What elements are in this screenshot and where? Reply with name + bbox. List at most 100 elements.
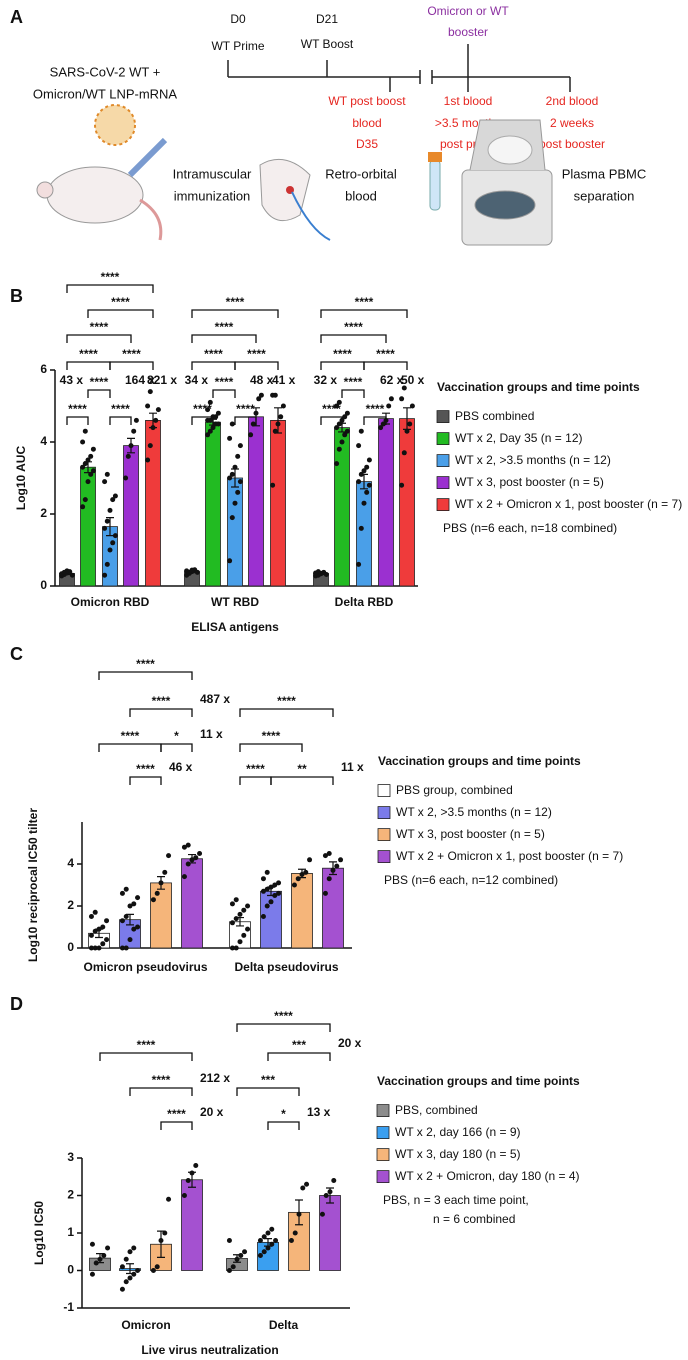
data-point bbox=[409, 403, 415, 409]
significance-label: **** bbox=[79, 347, 98, 361]
data-point bbox=[97, 1256, 103, 1262]
data-point bbox=[344, 428, 350, 434]
data-point bbox=[96, 945, 102, 951]
data-point bbox=[276, 880, 282, 886]
data-point bbox=[237, 479, 243, 485]
data-point bbox=[322, 890, 328, 896]
data-point bbox=[366, 457, 372, 463]
data-point bbox=[102, 572, 108, 578]
x-axis-label: Live virus neutralization bbox=[141, 1343, 278, 1357]
significance-bracket bbox=[341, 389, 365, 398]
step-label: separation bbox=[574, 188, 635, 203]
panel-label: D bbox=[10, 994, 23, 1014]
y-tick-label: -1 bbox=[63, 1300, 74, 1314]
data-point bbox=[92, 909, 98, 915]
data-point bbox=[145, 457, 151, 463]
significance-label: **** bbox=[344, 375, 363, 389]
data-point bbox=[123, 1279, 129, 1285]
significance-bracket bbox=[66, 284, 154, 293]
significance-bracket bbox=[99, 1052, 193, 1061]
bar bbox=[248, 416, 264, 587]
data-point bbox=[272, 882, 278, 888]
data-point bbox=[260, 914, 266, 919]
significance-bracket bbox=[129, 776, 162, 785]
data-point bbox=[388, 396, 394, 402]
data-point bbox=[96, 926, 102, 932]
data-point bbox=[135, 924, 141, 930]
data-point bbox=[278, 414, 284, 420]
data-point bbox=[229, 471, 235, 477]
data-point bbox=[234, 1256, 240, 1262]
data-point bbox=[256, 396, 262, 402]
data-point bbox=[85, 479, 91, 485]
bleed-label: post booster bbox=[539, 137, 605, 151]
fold-label: 13 x bbox=[307, 1105, 331, 1119]
data-point bbox=[80, 504, 86, 510]
data-point bbox=[334, 863, 340, 869]
bar bbox=[270, 419, 286, 587]
fold-label: 20 x bbox=[338, 1036, 362, 1050]
fold-label: 32 x bbox=[314, 373, 338, 387]
significance-label: **** bbox=[355, 295, 374, 309]
significance-label: **** bbox=[262, 729, 281, 743]
data-point bbox=[272, 392, 278, 398]
significance-label: *** bbox=[292, 1038, 306, 1052]
data-point bbox=[344, 410, 350, 416]
bar bbox=[80, 466, 96, 587]
data-point bbox=[291, 882, 297, 888]
data-point bbox=[100, 941, 106, 947]
data-point bbox=[100, 924, 106, 930]
fold-label: 46 x bbox=[169, 760, 193, 774]
data-point bbox=[107, 547, 113, 553]
data-point bbox=[386, 403, 392, 409]
significance-bracket bbox=[212, 389, 236, 398]
fold-label: 43 x bbox=[60, 373, 84, 387]
data-point bbox=[342, 414, 348, 420]
data-point bbox=[356, 443, 362, 449]
data-point bbox=[154, 1264, 160, 1270]
legend-title: Vaccination groups and time points bbox=[378, 754, 581, 768]
data-point bbox=[189, 857, 195, 863]
data-point bbox=[361, 468, 367, 474]
data-point bbox=[288, 1238, 294, 1243]
data-point bbox=[261, 1234, 267, 1240]
x-tick-label: WT RBD bbox=[211, 595, 259, 609]
data-point bbox=[88, 471, 94, 477]
bleed-label: WT post boost bbox=[328, 94, 406, 108]
significance-label: **** bbox=[333, 347, 352, 361]
data-point bbox=[88, 932, 94, 938]
data-point bbox=[226, 1238, 232, 1243]
significance-label: **** bbox=[247, 347, 266, 361]
data-point bbox=[123, 1256, 129, 1262]
data-point bbox=[336, 446, 342, 452]
x-tick-label: Omicron RBD bbox=[71, 595, 150, 609]
data-point bbox=[336, 399, 342, 405]
data-point bbox=[268, 884, 274, 890]
data-point bbox=[155, 407, 161, 413]
significance-label: **** bbox=[322, 402, 341, 416]
significance-bracket bbox=[236, 1087, 300, 1096]
y-axis-label: Log10 IC50 bbox=[32, 1201, 46, 1265]
data-point bbox=[233, 916, 239, 922]
significance-bracket bbox=[129, 708, 193, 717]
data-point bbox=[378, 425, 384, 431]
data-point bbox=[265, 1245, 271, 1251]
significance-bracket bbox=[320, 416, 343, 425]
data-point bbox=[233, 945, 239, 951]
data-point bbox=[193, 855, 199, 861]
data-point bbox=[92, 945, 98, 951]
panel-a: A SARS-CoV-2 WT + Omicron/WT LNP-mRNA D0… bbox=[10, 4, 646, 246]
data-point bbox=[162, 869, 168, 875]
timeline bbox=[227, 44, 571, 92]
significance-label: **** bbox=[90, 375, 109, 389]
data-point bbox=[227, 475, 233, 481]
y-tick-label: 2 bbox=[67, 898, 74, 912]
legend-swatch bbox=[436, 498, 450, 512]
panel-label: B bbox=[10, 286, 23, 306]
data-point bbox=[404, 428, 410, 434]
legend-swatch bbox=[377, 784, 391, 797]
data-point bbox=[147, 389, 153, 395]
data-point bbox=[207, 399, 213, 405]
significance-bracket bbox=[320, 361, 365, 370]
data-point bbox=[364, 489, 370, 495]
